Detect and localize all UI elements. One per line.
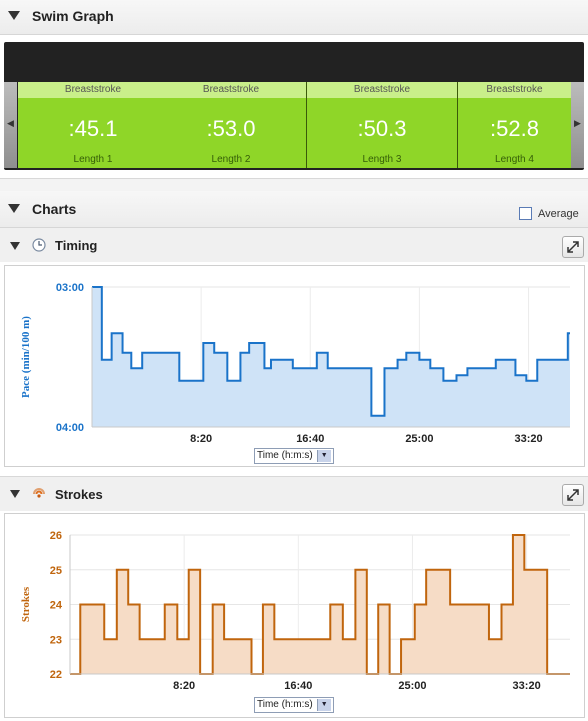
y-tick-label: 03:00: [56, 282, 84, 294]
x-tick-label: 33:20: [514, 433, 542, 445]
lap-stroke: Breaststroke: [458, 82, 571, 98]
y-tick-label: 26: [50, 530, 62, 542]
lap-stroke: Breaststroke: [307, 82, 457, 98]
x-tick-label: 16:40: [296, 433, 324, 445]
lap-card[interactable]: Breaststroke :45.1 Length 1: [18, 82, 169, 168]
collapse-triangle-icon[interactable]: [8, 11, 20, 20]
clock-icon: [32, 238, 46, 252]
timing-title: Timing: [55, 238, 98, 253]
x-axis-select-value: Time (h:m:s): [257, 450, 313, 461]
collapse-triangle-icon[interactable]: [8, 204, 20, 213]
strokes-icon: [33, 488, 45, 498]
expand-timing-button[interactable]: [562, 236, 584, 258]
chevron-down-icon: ▼: [316, 699, 331, 711]
y-tick-label: 04:00: [56, 422, 84, 434]
lap-time: :50.3: [357, 116, 407, 141]
x-axis-select-value: Time (h:m:s): [257, 699, 313, 710]
x-tick-label: 25:00: [405, 433, 433, 445]
charts-title: Charts: [32, 201, 77, 217]
expand-icon: [567, 241, 579, 253]
strokes-x-axis-select[interactable]: Time (h:m:s) ▼: [254, 697, 334, 713]
lap-stroke: Breaststroke: [156, 82, 306, 98]
timing-x-axis-select[interactable]: Time (h:m:s) ▼: [254, 448, 334, 464]
timing-chart: 03:00 04:00 8:20 16:40 25:00 33:20 Pace (min/1…: [20, 282, 570, 445]
lap-time: :45.1: [68, 116, 118, 141]
scroll-left-button[interactable]: ◀: [4, 82, 17, 168]
collapse-triangle-icon[interactable]: [10, 490, 20, 498]
y-axis-label: Pace (min/100 m): [20, 316, 32, 398]
lap-card[interactable]: Breaststroke :52.8 Length 4: [458, 82, 571, 168]
series-line: [70, 534, 570, 675]
timing-header: [0, 228, 588, 262]
x-tick-label: 16:40: [284, 680, 312, 692]
lap-card[interactable]: Breaststroke :53.0 Length 2: [156, 82, 307, 168]
x-tick-label: 8:20: [190, 433, 212, 445]
x-tick-label: 8:20: [173, 680, 195, 692]
y-axis-label: Strokes: [20, 586, 32, 622]
expand-strokes-button[interactable]: [562, 484, 584, 506]
series-line: [92, 286, 570, 417]
chevron-down-icon: ▼: [316, 450, 331, 462]
lap-stroke: Breaststroke: [18, 82, 168, 98]
left-arrow-icon: ◀: [7, 118, 14, 128]
y-tick-label: 25: [50, 565, 62, 577]
collapse-triangle-icon[interactable]: [10, 242, 20, 250]
average-checkbox[interactable]: [519, 207, 532, 220]
series-area: [92, 287, 570, 427]
strokes-chart: 22 23 24 25 26 8:20 16:40 25:00 33:20 Strokes: [20, 530, 570, 692]
y-tick-label: 23: [50, 634, 62, 646]
lap-length-label: Length 3: [362, 154, 402, 165]
y-tick-label: 24: [50, 600, 63, 612]
strokes-title: Strokes: [55, 487, 103, 502]
right-arrow-icon: ▶: [574, 118, 581, 128]
lap-time: :53.0: [206, 116, 256, 141]
expand-icon: [567, 489, 579, 501]
swim-graph-header: [0, 0, 588, 35]
y-tick-label: 22: [50, 669, 62, 681]
lap-time: :52.8: [490, 116, 539, 141]
lap-card[interactable]: Breaststroke :50.3 Length 3: [307, 82, 458, 168]
lap-length-label: Length 4: [495, 154, 534, 165]
average-label: Average: [538, 208, 579, 220]
lap-length-label: Length 1: [73, 154, 113, 165]
strokes-header: [0, 476, 588, 511]
x-tick-label: 25:00: [398, 680, 426, 692]
swim-graph-title: Swim Graph: [32, 8, 114, 24]
x-tick-label: 33:20: [513, 680, 541, 692]
charts-header: [0, 191, 588, 228]
scroll-right-button[interactable]: ▶: [571, 82, 584, 168]
lap-length-label: Length 2: [211, 154, 251, 165]
section-divider: [0, 178, 588, 192]
